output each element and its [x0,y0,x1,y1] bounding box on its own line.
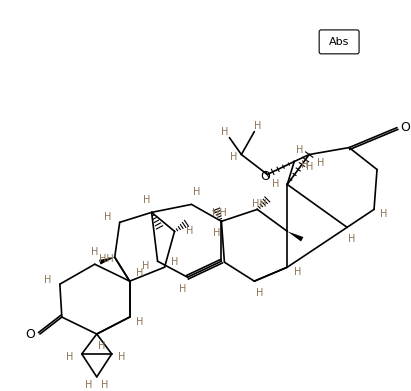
Text: H: H [136,268,143,278]
Text: H: H [136,317,143,327]
Text: H: H [66,352,74,362]
Text: H: H [254,121,261,131]
Text: H: H [193,187,200,197]
Text: O: O [261,170,270,183]
Text: H: H [143,196,150,205]
Text: H: H [118,352,125,362]
Text: H: H [380,209,388,219]
Text: H: H [300,160,308,170]
Text: H: H [349,234,356,244]
Polygon shape [287,231,303,242]
Text: O: O [400,121,410,134]
Text: H: H [221,127,228,136]
Text: H: H [186,226,193,236]
Text: H: H [85,380,92,390]
Text: H: H [98,341,106,351]
Text: H: H [256,288,263,298]
Text: H: H [171,257,178,267]
Text: HH: HH [212,208,227,218]
Text: H: H [272,179,279,190]
Text: H: H [296,145,303,154]
Text: H: H [142,261,149,271]
Text: H: H [91,247,99,257]
Text: H: H [305,161,313,172]
Text: H: H [101,380,109,390]
Text: H: H [44,275,51,285]
Text: H: H [179,284,186,294]
Text: H: H [104,212,111,222]
FancyBboxPatch shape [319,30,359,54]
Text: O: O [25,328,35,341]
Text: H: H [293,267,301,277]
Text: H: H [213,228,220,238]
Text: HH: HH [252,199,267,210]
Text: HH: HH [99,254,114,264]
Text: H: H [317,158,325,167]
Polygon shape [99,257,115,265]
Text: H: H [230,152,237,161]
Text: Abs: Abs [329,37,349,47]
